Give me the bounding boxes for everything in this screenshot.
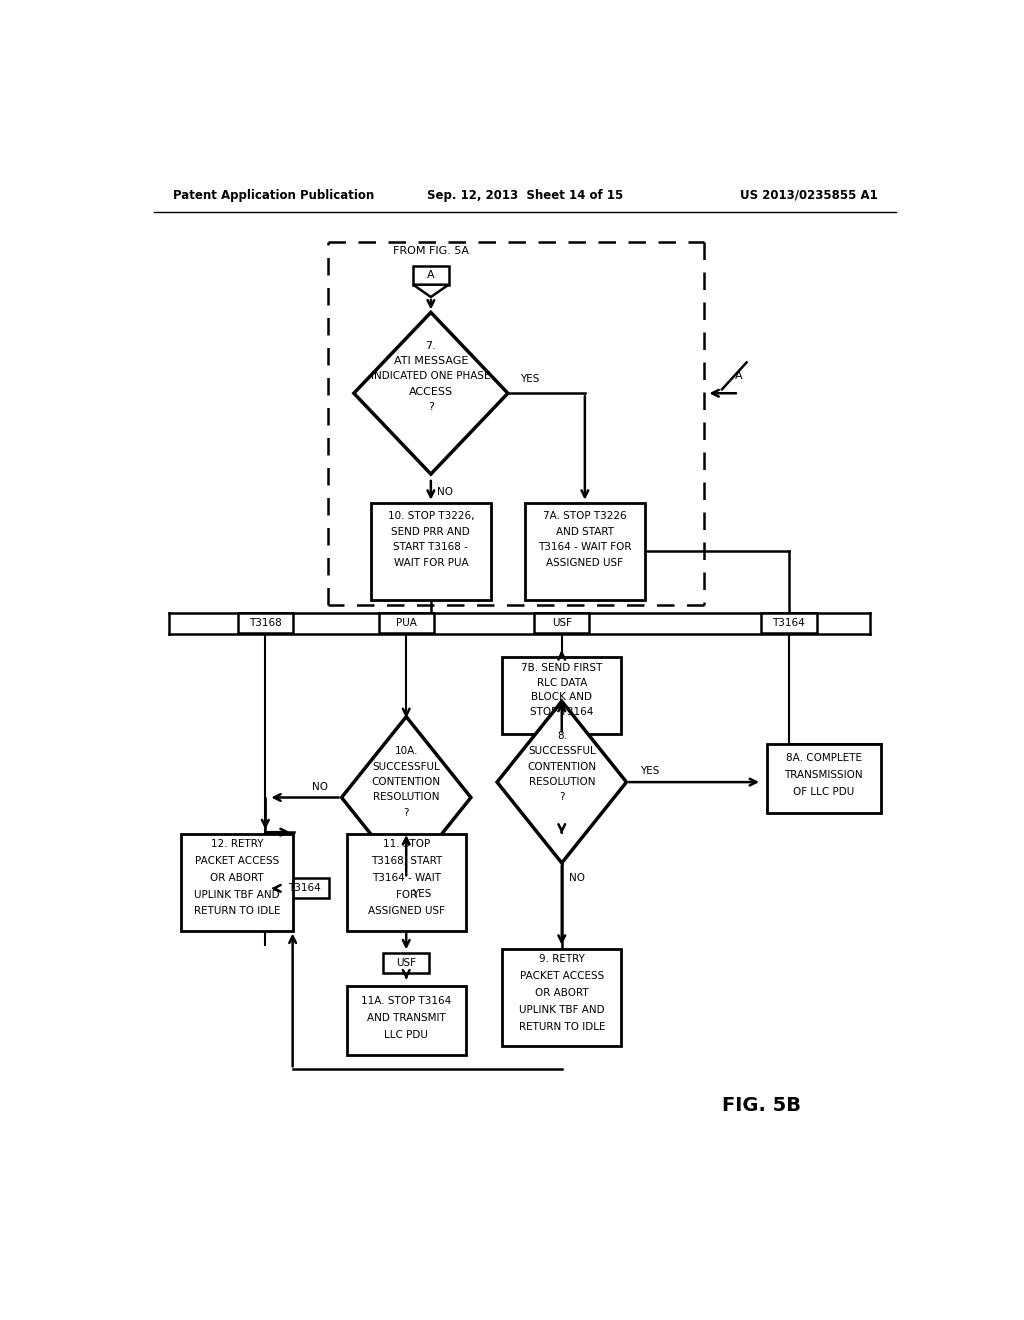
Text: ?: ? (559, 792, 564, 803)
Text: CONTENTION: CONTENTION (372, 777, 440, 787)
Bar (371, 503, 490, 599)
Text: YES: YES (520, 375, 539, 384)
Text: UPLINK TBF AND: UPLINK TBF AND (519, 1005, 604, 1015)
Text: 11. STOP: 11. STOP (383, 838, 430, 849)
Text: BLOCK AND: BLOCK AND (531, 693, 592, 702)
Text: USF: USF (396, 958, 416, 968)
Polygon shape (497, 701, 627, 863)
Text: 7B. SEND FIRST: 7B. SEND FIRST (521, 663, 602, 673)
Text: A: A (735, 371, 742, 380)
Text: FOR: FOR (395, 890, 417, 899)
Text: FROM FIG. 5A: FROM FIG. 5A (393, 246, 469, 256)
Text: T3164 - WAIT: T3164 - WAIT (372, 873, 440, 883)
Text: RESOLUTION: RESOLUTION (373, 792, 439, 803)
Text: 12. RETRY: 12. RETRY (211, 838, 263, 849)
Text: RESOLUTION: RESOLUTION (528, 777, 595, 787)
Text: ATI MESSAGE: ATI MESSAGE (393, 356, 468, 366)
Bar (383, 953, 429, 973)
Text: SEND PRR AND: SEND PRR AND (391, 527, 470, 537)
Text: RETURN TO IDLE: RETURN TO IDLE (518, 1022, 605, 1032)
Text: USF: USF (552, 619, 571, 628)
Text: RETURN TO IDLE: RETURN TO IDLE (194, 907, 281, 916)
Text: FIG. 5B: FIG. 5B (723, 1096, 802, 1115)
Text: PUA: PUA (396, 619, 417, 628)
Text: OR ABORT: OR ABORT (210, 873, 263, 883)
Text: INDICATED ONE PHASE: INDICATED ONE PHASE (371, 371, 490, 381)
Text: NO: NO (569, 874, 585, 883)
Text: PACKET ACCESS: PACKET ACCESS (195, 855, 279, 866)
Polygon shape (413, 285, 449, 297)
Text: ASSIGNED USF: ASSIGNED USF (368, 907, 444, 916)
Text: RLC DATA: RLC DATA (537, 677, 587, 688)
Text: STOP T3164: STOP T3164 (530, 708, 594, 717)
Polygon shape (354, 313, 508, 474)
Bar (767, 743, 881, 813)
Text: UPLINK TBF AND: UPLINK TBF AND (194, 890, 280, 899)
Polygon shape (342, 717, 471, 878)
Text: START T3168 -: START T3168 - (393, 543, 468, 552)
Text: YES: YES (412, 888, 431, 899)
Text: PACKET ACCESS: PACKET ACCESS (519, 972, 604, 981)
Text: NO: NO (436, 487, 453, 496)
Bar (379, 614, 434, 634)
Text: US 2013/0235855 A1: US 2013/0235855 A1 (739, 189, 878, 202)
Bar (346, 986, 466, 1056)
Bar (535, 614, 590, 634)
Text: A: A (427, 271, 434, 280)
Text: SUCCESSFUL: SUCCESSFUL (373, 762, 440, 772)
Bar (238, 614, 293, 634)
Text: ASSIGNED USF: ASSIGNED USF (547, 557, 624, 568)
Bar (761, 614, 816, 634)
Text: Sep. 12, 2013  Sheet 14 of 15: Sep. 12, 2013 Sheet 14 of 15 (427, 189, 623, 202)
Bar (502, 949, 622, 1047)
Text: SUCCESSFUL: SUCCESSFUL (528, 746, 596, 756)
Text: 7A. STOP T3226: 7A. STOP T3226 (543, 511, 627, 521)
Text: NO: NO (312, 781, 328, 792)
Bar (413, 267, 449, 285)
Text: 10A.: 10A. (394, 746, 418, 756)
Bar (525, 503, 644, 599)
Text: WAIT FOR PUA: WAIT FOR PUA (393, 557, 468, 568)
Text: TRANSMISSION: TRANSMISSION (784, 770, 863, 780)
Bar (502, 657, 622, 734)
Bar (346, 834, 466, 931)
Bar (280, 878, 330, 899)
Text: ACCESS: ACCESS (409, 387, 453, 397)
Text: 11A. STOP T3164: 11A. STOP T3164 (361, 995, 452, 1006)
Text: AND START: AND START (556, 527, 613, 537)
Text: YES: YES (640, 767, 659, 776)
Text: 8A. COMPLETE: 8A. COMPLETE (785, 754, 861, 763)
Text: T3164: T3164 (772, 619, 805, 628)
Text: Patent Application Publication: Patent Application Publication (173, 189, 374, 202)
Text: ?: ? (403, 808, 409, 818)
Text: 9. RETRY: 9. RETRY (539, 954, 585, 964)
Text: T3164: T3164 (288, 883, 321, 894)
Text: CONTENTION: CONTENTION (527, 762, 596, 772)
Text: ?: ? (428, 403, 434, 412)
Text: T3168: T3168 (249, 619, 282, 628)
Text: LLC PDU: LLC PDU (384, 1030, 428, 1040)
Text: 7.: 7. (426, 341, 436, 351)
Bar (181, 834, 293, 931)
Text: T3168, START: T3168, START (371, 855, 441, 866)
Text: T3164 - WAIT FOR: T3164 - WAIT FOR (538, 543, 632, 552)
Text: 8.: 8. (557, 731, 566, 741)
Text: AND TRANSMIT: AND TRANSMIT (367, 1012, 445, 1023)
Text: 10. STOP T3226,: 10. STOP T3226, (388, 511, 474, 521)
Text: OF LLC PDU: OF LLC PDU (793, 787, 854, 797)
Text: OR ABORT: OR ABORT (535, 989, 589, 998)
